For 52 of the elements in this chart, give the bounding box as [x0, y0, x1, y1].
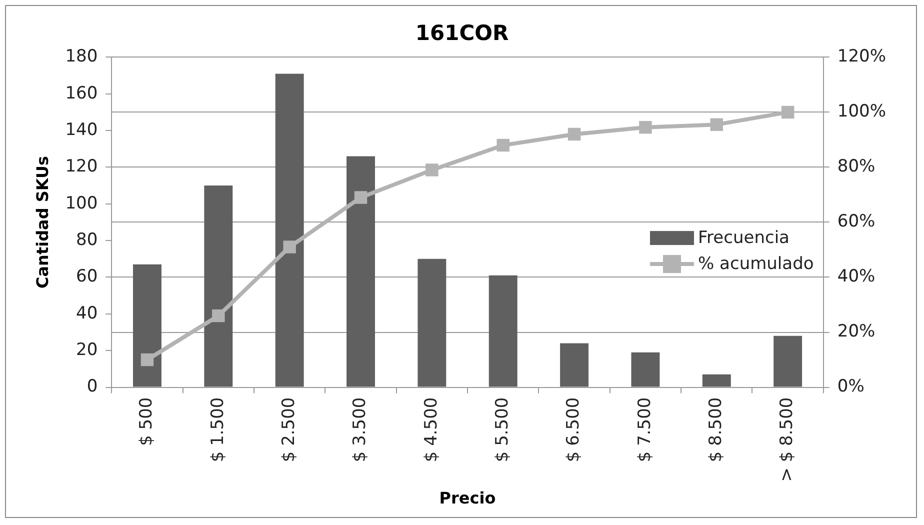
- point: [639, 120, 652, 134]
- x-tick-label: $ 4.500: [421, 397, 442, 462]
- y-tick-label: 20: [76, 340, 98, 360]
- bar: [702, 374, 731, 387]
- x-tick-label: $ 7.500: [634, 397, 655, 462]
- bar: [133, 264, 162, 387]
- x-tick-label: $ 500: [136, 397, 157, 446]
- point: [781, 106, 794, 119]
- y-tick-label: 0: [86, 376, 98, 397]
- y-tick-label: 100: [65, 193, 98, 214]
- point: [568, 128, 581, 141]
- bar: [488, 275, 518, 387]
- point: [354, 191, 368, 204]
- x-tick-label: $ 2.500: [279, 397, 300, 462]
- bar: [631, 352, 660, 387]
- y2-tick-label: 40%: [837, 266, 876, 287]
- y-tick-label: 60: [76, 266, 98, 287]
- y-axis-title: Cantidad SKUs: [32, 156, 52, 288]
- y-tick-label: 160: [65, 83, 98, 104]
- legend-label: % acumulado: [698, 254, 814, 274]
- x-tick-label: $ 5.500: [492, 397, 513, 462]
- bar: [204, 186, 233, 387]
- x-tick-label: $ 8.500: [706, 397, 726, 462]
- y-tick-label: 80: [76, 230, 98, 250]
- chart-title: 161COR: [415, 21, 509, 46]
- bar: [275, 74, 304, 387]
- x-tick-label: $ 3.500: [350, 397, 370, 462]
- bar: [560, 343, 589, 387]
- y-tick-label: 180: [65, 46, 98, 67]
- y2-tick-label: 120%: [837, 46, 886, 67]
- point: [710, 118, 723, 131]
- point: [496, 138, 510, 152]
- y-tick-label: 40: [76, 303, 98, 324]
- x-tick-label: > $ 8.500: [777, 397, 798, 482]
- y2-tick-label: 80%: [837, 156, 876, 177]
- legend-label: Frecuencia: [698, 228, 790, 248]
- bar: [774, 336, 802, 387]
- y2-tick-label: 60%: [837, 212, 876, 232]
- x-axis-title: Precio: [439, 488, 496, 508]
- y2-tick-label: 0%: [837, 376, 864, 397]
- y2-tick-label: 20%: [837, 322, 876, 342]
- y-tick-label: 120: [65, 156, 98, 177]
- y2-tick-label: 100%: [837, 102, 886, 122]
- point: [283, 240, 296, 254]
- bar: [418, 258, 446, 387]
- y-tick-label: 140: [65, 120, 98, 140]
- x-tick-label: $ 6.500: [564, 397, 584, 462]
- point: [426, 164, 438, 176]
- x-tick-label: $ 1.500: [208, 397, 228, 462]
- point: [140, 353, 154, 366]
- bar: [346, 156, 375, 387]
- point: [212, 309, 225, 322]
